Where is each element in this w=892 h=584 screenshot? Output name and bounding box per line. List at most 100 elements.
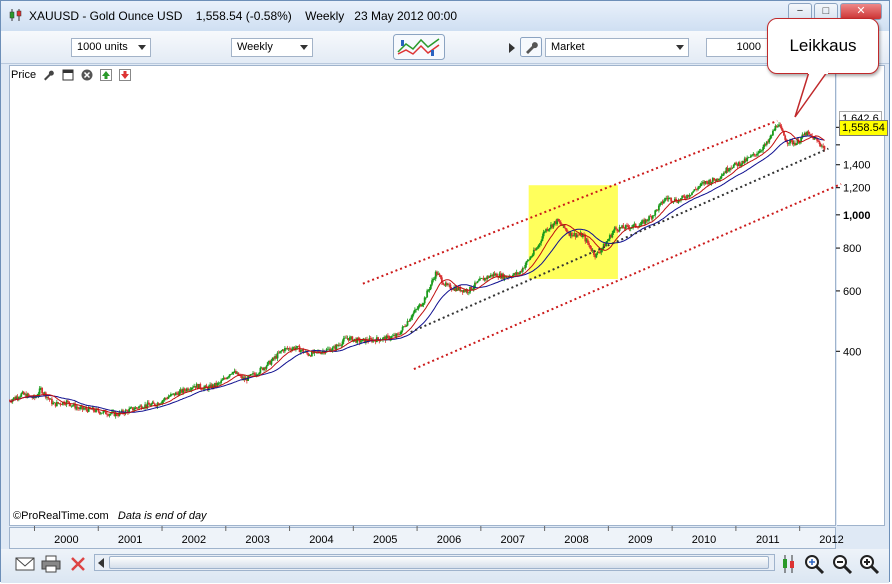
candle-body bbox=[481, 278, 484, 279]
candle-body bbox=[743, 158, 746, 163]
candle-body bbox=[346, 338, 349, 339]
candle-body bbox=[274, 356, 276, 359]
order-type-select[interactable]: Market bbox=[545, 38, 689, 57]
candle-body bbox=[792, 142, 795, 145]
candle-body bbox=[200, 388, 203, 390]
units-select[interactable]: 1000 units bbox=[71, 38, 151, 57]
candle-body bbox=[474, 282, 476, 288]
candle-body bbox=[556, 218, 559, 225]
wrench-icon[interactable] bbox=[43, 69, 55, 81]
zoom-out-icon[interactable] bbox=[831, 553, 853, 575]
candle-body bbox=[253, 373, 256, 375]
candle-body bbox=[178, 391, 181, 396]
arrow-up-icon[interactable] bbox=[100, 69, 113, 82]
zoom-fit-icon[interactable] bbox=[803, 553, 825, 575]
x-axis[interactable] bbox=[9, 527, 836, 549]
candle-body bbox=[540, 240, 543, 244]
y-tick-label: 1,400 bbox=[843, 160, 871, 172]
candle-body bbox=[106, 414, 108, 415]
candle-body bbox=[281, 349, 284, 351]
candle-body bbox=[707, 181, 709, 185]
scrollbar-thumb[interactable] bbox=[109, 556, 769, 569]
candle-body bbox=[794, 142, 796, 146]
zoom-in-icon[interactable] bbox=[858, 553, 880, 575]
candle-body bbox=[130, 407, 133, 408]
chart-plot-area[interactable] bbox=[9, 65, 836, 526]
candle-body bbox=[104, 410, 107, 415]
candle-body bbox=[467, 292, 470, 294]
candle-body bbox=[790, 139, 793, 141]
candle-body bbox=[160, 403, 162, 404]
candle-body bbox=[390, 336, 393, 339]
wrench-icon[interactable] bbox=[520, 37, 542, 57]
window-icon[interactable] bbox=[62, 69, 74, 81]
candle-body bbox=[223, 378, 226, 379]
candle-body bbox=[151, 402, 154, 405]
candle-body bbox=[374, 340, 377, 343]
candle-body bbox=[557, 218, 560, 222]
candle-body bbox=[532, 249, 535, 255]
candle-body bbox=[179, 389, 182, 392]
candle-body bbox=[127, 410, 129, 413]
candle-body bbox=[613, 227, 616, 231]
candle-body bbox=[394, 334, 397, 337]
candle-body bbox=[803, 132, 806, 136]
candle-body bbox=[585, 239, 588, 242]
candle-body bbox=[768, 139, 771, 143]
candle-body bbox=[225, 378, 227, 380]
candle-body bbox=[645, 219, 648, 221]
period-select[interactable]: Weekly bbox=[231, 38, 313, 57]
candle-body bbox=[444, 283, 447, 286]
candle-body bbox=[573, 233, 576, 236]
candle-body bbox=[669, 197, 671, 199]
candle-body bbox=[660, 201, 663, 204]
candle-body bbox=[182, 388, 185, 393]
horizontal-scrollbar[interactable] bbox=[94, 554, 775, 571]
expand-arrow-icon[interactable] bbox=[508, 43, 516, 53]
candle-body bbox=[622, 225, 625, 229]
candle-body bbox=[168, 396, 171, 397]
candle-body bbox=[385, 335, 388, 341]
candle-body bbox=[271, 357, 274, 361]
quantity-input[interactable]: 1000 bbox=[706, 38, 770, 57]
candle-body bbox=[356, 338, 359, 343]
y-axis[interactable] bbox=[837, 65, 885, 526]
print-icon[interactable] bbox=[41, 555, 61, 573]
candle-body bbox=[453, 287, 456, 290]
candle-body bbox=[309, 355, 312, 357]
candle-body bbox=[478, 278, 481, 281]
candle-body bbox=[165, 397, 167, 399]
candle-body bbox=[431, 280, 433, 285]
candle-body bbox=[427, 290, 430, 291]
price-chart[interactable]: 4006008001,0001,2001,4001,80020002001200… bbox=[9, 65, 885, 549]
candle-body bbox=[644, 219, 647, 224]
candle-body bbox=[483, 277, 486, 281]
channel-middle-line bbox=[410, 147, 829, 334]
candle-body bbox=[217, 382, 220, 384]
candle-body bbox=[584, 235, 587, 242]
candle-body bbox=[470, 286, 473, 290]
candle-body bbox=[102, 411, 105, 413]
candle-body bbox=[730, 167, 733, 169]
candle-body bbox=[789, 139, 791, 144]
close-circle-icon[interactable] bbox=[81, 69, 93, 81]
candlestick-icon[interactable] bbox=[781, 553, 797, 575]
candle-body bbox=[738, 162, 741, 167]
candle-body bbox=[226, 377, 229, 379]
mail-icon[interactable] bbox=[15, 556, 35, 572]
candle-body bbox=[537, 244, 540, 248]
arrow-down-icon[interactable] bbox=[119, 69, 132, 82]
date-label: 23 May 2012 00:00 bbox=[354, 9, 458, 23]
indicator-icon[interactable] bbox=[393, 34, 445, 60]
candle-body bbox=[493, 273, 496, 276]
candle-body bbox=[686, 194, 688, 199]
candle-body bbox=[199, 384, 202, 389]
candle-body bbox=[773, 130, 776, 131]
candle-body bbox=[391, 335, 394, 337]
candle-body bbox=[146, 402, 149, 407]
candle-body bbox=[705, 181, 708, 182]
scroll-left-icon[interactable] bbox=[97, 558, 105, 568]
delete-icon[interactable] bbox=[69, 555, 87, 573]
candle-body bbox=[204, 385, 207, 388]
x-tick-label: 2005 bbox=[373, 534, 397, 546]
